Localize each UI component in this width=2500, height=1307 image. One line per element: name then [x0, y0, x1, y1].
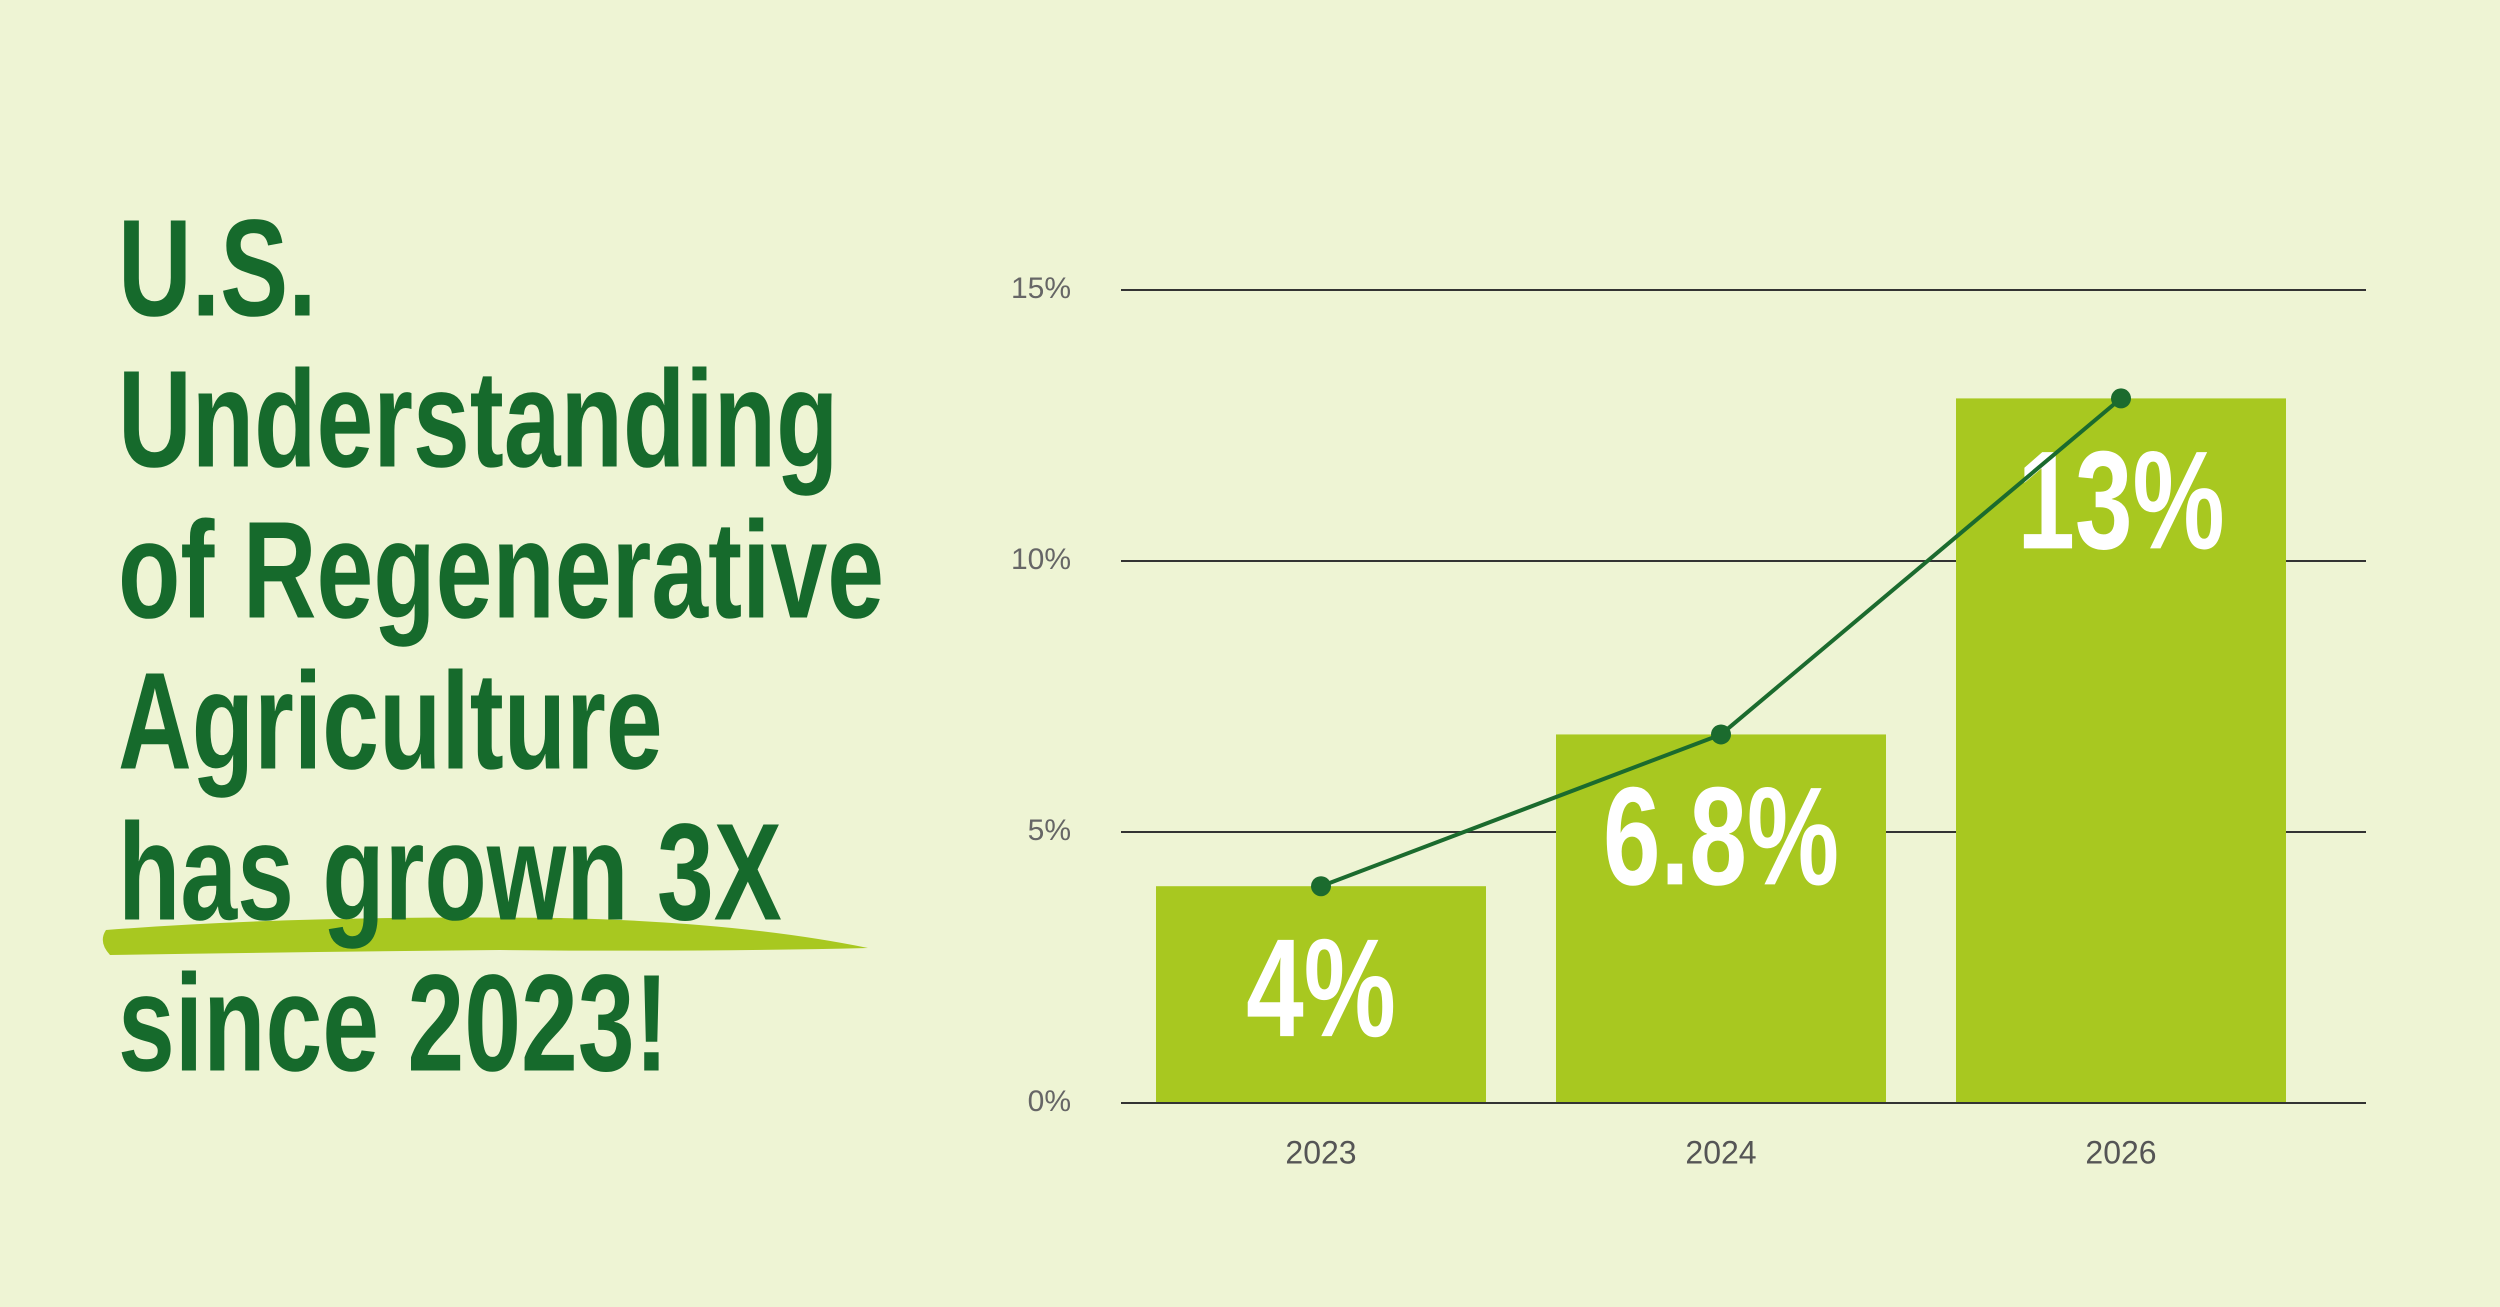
y-tick-label: 5% — [1028, 814, 1071, 847]
y-tick-label: 15% — [1011, 272, 1071, 305]
line-point — [2111, 388, 2131, 409]
title-line: U.S. — [118, 190, 317, 345]
y-tick-label: 0% — [1028, 1085, 1071, 1118]
title-line: of Regenerative — [118, 492, 884, 647]
title-line: since 2023! — [118, 945, 669, 1100]
bar — [1956, 398, 2286, 1103]
value-label: 6.8% — [1603, 759, 1839, 915]
bar — [1156, 886, 1486, 1103]
title-line: Understanding — [118, 341, 838, 496]
highlight-stroke — [102, 917, 869, 955]
x-tick-label: 2024 — [1685, 1134, 1756, 1170]
y-tick-label: 10% — [1011, 543, 1071, 576]
line-point — [1311, 876, 1331, 897]
value-label: 4% — [1246, 911, 1396, 1067]
x-tick-label: 2026 — [2085, 1134, 2156, 1170]
value-label: 13% — [2017, 423, 2224, 579]
bar — [1556, 734, 1886, 1103]
line-point — [1711, 724, 1731, 745]
title-line: Agriculture — [118, 643, 663, 798]
x-tick-label: 2023 — [1285, 1134, 1356, 1170]
title-line: has grown 3X — [118, 794, 782, 949]
